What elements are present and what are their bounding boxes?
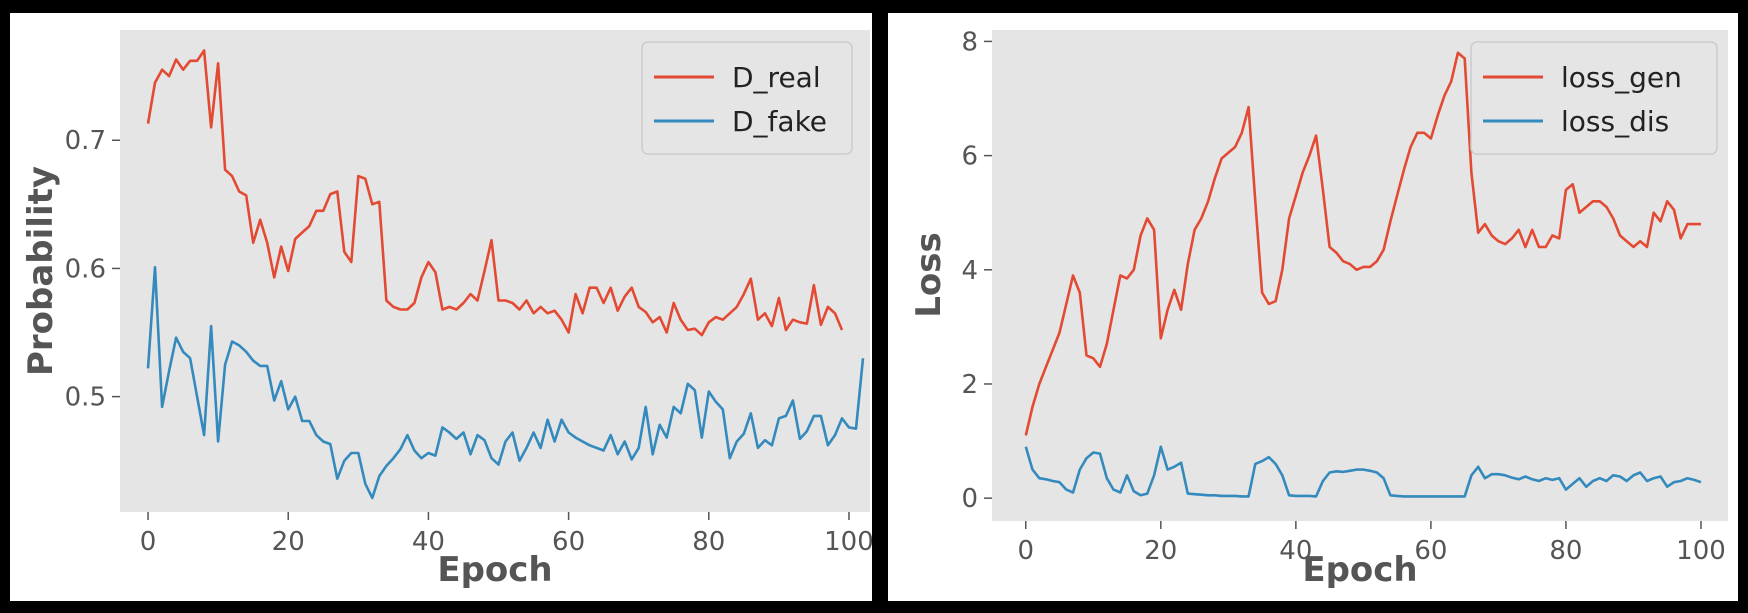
x-axis-label: Epoch	[1302, 550, 1417, 590]
series-line-D-fake	[146, 265, 865, 500]
y-tick-label: 0.7	[65, 126, 106, 156]
x-tick-label: 40	[412, 527, 445, 557]
x-tick-label: 100	[1676, 536, 1726, 566]
x-tick-label: 40	[1279, 536, 1312, 566]
legend-label: loss_dis	[1561, 105, 1669, 138]
y-axis-label: Probability	[21, 166, 61, 376]
legend-box	[1470, 41, 1718, 155]
loss-chart-panel: 0 20 40 60 80 100 0 2 4 6 8 Epoch Loss loss_gen loss_d…	[888, 13, 1738, 601]
x-tick-label: 80	[1549, 536, 1582, 566]
legend-box	[641, 41, 853, 155]
x-tick-label: 100	[824, 527, 872, 557]
x-tick-label: 20	[1144, 536, 1177, 566]
y-tick-label: 4	[961, 256, 978, 286]
series-line-loss-dis	[1024, 445, 1702, 498]
x-tick-label: 0	[1017, 536, 1034, 566]
y-tick-label: 0	[961, 484, 978, 514]
y-tick-label: 6	[961, 142, 978, 172]
legend-label: loss_gen	[1561, 61, 1682, 94]
x-tick-label: 60	[1414, 536, 1447, 566]
y-axis-label: Loss	[909, 232, 949, 318]
x-tick-label: 60	[552, 527, 585, 557]
loss-chart: 0 20 40 60 80 100 0 2 4 6 8 Epoch Loss loss_gen loss_d…	[909, 27, 1728, 590]
series-line-D-real	[146, 49, 844, 337]
y-tick-label: 0.5	[65, 383, 106, 413]
legend-label: D_fake	[732, 105, 827, 138]
x-axis-label: Epoch	[437, 550, 552, 590]
x-tick-label: 20	[272, 527, 305, 557]
x-tick-label: 0	[140, 527, 157, 557]
probability-chart: 0 20 40 60 80 100 0.5 0.6 0.7 Epoch Probability D_r…	[21, 30, 872, 590]
y-tick-label: 2	[961, 370, 978, 400]
legend-label: D_real	[732, 61, 821, 94]
series-line-loss-gen	[1024, 51, 1701, 436]
y-tick-label: 0.6	[65, 254, 106, 284]
probability-chart-panel: 0 20 40 60 80 100 0.5 0.6 0.7 Epoch Probability D_r…	[10, 13, 872, 601]
x-tick-label: 80	[692, 527, 725, 557]
y-tick-label: 8	[961, 27, 978, 57]
